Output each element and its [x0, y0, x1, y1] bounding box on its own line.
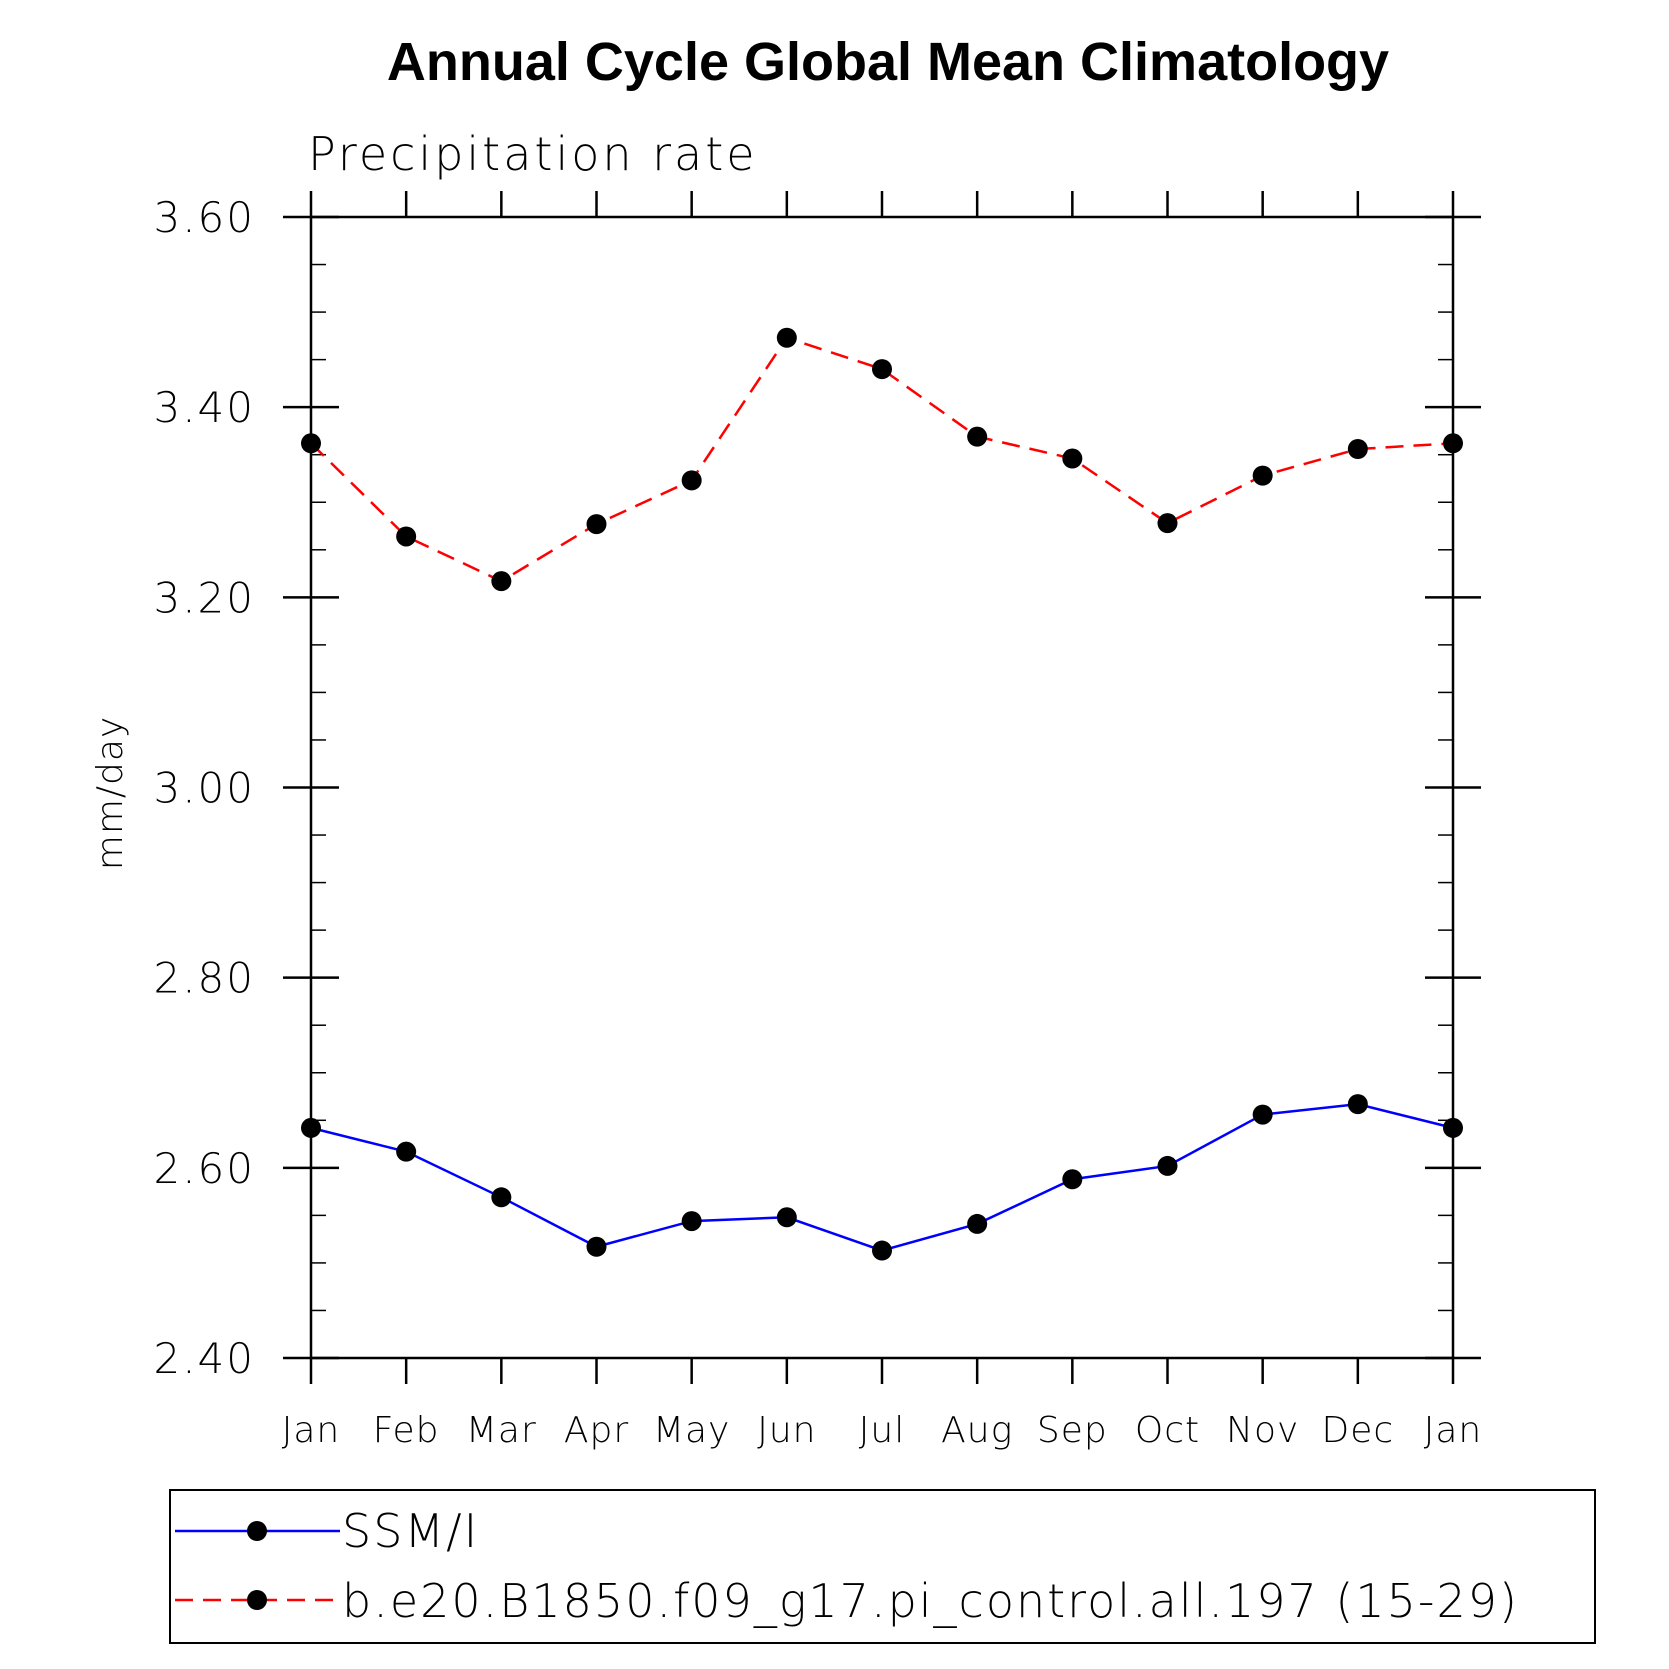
x-tick-label: Mar: [466, 1410, 537, 1451]
data-point: [396, 526, 417, 547]
x-tick-label: Jun: [757, 1410, 816, 1451]
data-point: [1062, 448, 1083, 469]
data-point: [681, 1211, 702, 1232]
series-1: [301, 327, 1463, 592]
series-line: [310, 1102, 1454, 1252]
data-point: [681, 470, 702, 491]
y-tick-label: 2.60: [153, 1144, 255, 1193]
data-point: [1157, 513, 1178, 534]
series-0: [301, 1094, 1463, 1261]
legend: SSM/I b.e20.B1850.f09_g17.pi_control.all…: [169, 1489, 1596, 1644]
chart-title: Annual Cycle Global Mean Climatology: [387, 32, 1389, 92]
data-point: [301, 1117, 321, 1138]
data-point: [491, 1187, 512, 1208]
legend-marker-model: [247, 1590, 267, 1610]
data-point: [396, 1141, 417, 1162]
y-tick-label: 3.00: [153, 764, 255, 813]
data-point: [491, 571, 512, 592]
y-tick-label: 3.20: [153, 573, 255, 622]
x-tick-label: May: [653, 1410, 730, 1451]
chart-subtitle: Precipitation rate: [308, 127, 758, 181]
data-point: [776, 327, 797, 348]
legend-box: [169, 1489, 1596, 1644]
data-point: [1443, 1117, 1463, 1138]
x-tick-label: Dec: [1321, 1410, 1394, 1451]
data-point: [1347, 439, 1368, 460]
data-point: [301, 433, 321, 454]
data-point: [1252, 465, 1273, 486]
y-tick-label: 2.40: [153, 1334, 255, 1383]
x-tick-label: Jan: [282, 1410, 341, 1451]
data-point: [586, 514, 607, 535]
data-point: [872, 359, 892, 380]
y-tick-labels: 2.40 2.60 2.80 3.00 3.20 3.40 3.60: [153, 193, 255, 1383]
series-layer: [301, 327, 1463, 1261]
x-tick-label: Jul: [859, 1410, 905, 1451]
x-tick-label: Jan: [1424, 1410, 1483, 1451]
data-point: [776, 1207, 797, 1228]
data-point: [1157, 1155, 1178, 1176]
data-point: [1252, 1104, 1273, 1125]
legend-marker-ssmi: [247, 1521, 267, 1541]
legend-label-model: b.e20.B1850.f09_g17.pi_control.all.197 (…: [342, 1574, 1519, 1628]
x-tick-label: Apr: [564, 1410, 629, 1451]
x-tick-label: Aug: [941, 1410, 1013, 1451]
data-point: [586, 1236, 607, 1257]
y-tick-label: 3.60: [153, 193, 255, 242]
x-tick-label: Sep: [1037, 1410, 1108, 1451]
data-point: [872, 1240, 892, 1261]
x-tick-label: Feb: [373, 1410, 440, 1451]
data-point: [967, 1213, 988, 1234]
data-point: [967, 426, 988, 447]
data-point: [1062, 1169, 1083, 1190]
y-tick-label: 2.80: [153, 954, 255, 1003]
y-axis-label: mm/day: [90, 716, 131, 870]
y-tick-label: 3.40: [153, 383, 255, 432]
x-tick-label: Nov: [1226, 1410, 1299, 1451]
axis-ticks: [283, 191, 1481, 1384]
x-tick-label: Oct: [1135, 1410, 1200, 1451]
data-point: [1347, 1094, 1368, 1115]
legend-label-ssmi: SSM/I: [342, 1504, 479, 1558]
data-point: [1443, 433, 1463, 454]
x-tick-labels: Jan Feb Mar Apr May Jun Jul Aug Sep Oct Nov Dec Jan: [282, 1410, 1483, 1451]
